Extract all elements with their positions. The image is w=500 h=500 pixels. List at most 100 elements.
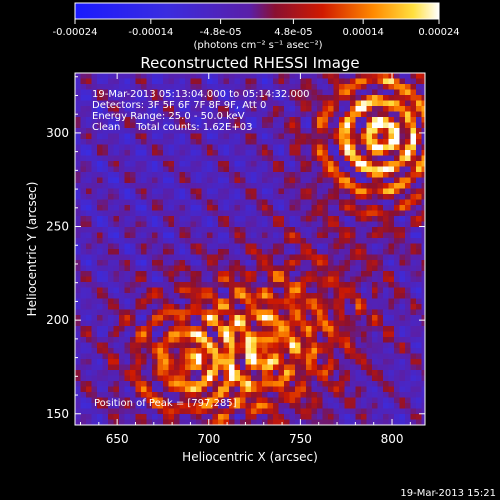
heatmap-cell — [245, 243, 252, 250]
heatmap-cell — [174, 298, 181, 305]
heatmap-cell — [86, 183, 93, 190]
heatmap-cell — [284, 381, 291, 388]
heatmap-cell — [377, 95, 384, 102]
heatmap-cell — [267, 216, 274, 223]
heatmap-cell — [229, 95, 236, 102]
heatmap-cell — [361, 166, 368, 173]
heatmap-cell — [350, 359, 357, 366]
heatmap-cell — [416, 370, 423, 377]
heatmap-cell — [278, 221, 285, 228]
heatmap-cell — [196, 221, 203, 228]
heatmap-cell — [234, 392, 241, 399]
heatmap-cell — [410, 408, 417, 415]
heatmap-cell — [80, 144, 87, 151]
heatmap-cell — [405, 95, 412, 102]
heatmap-cell — [383, 122, 390, 129]
heatmap-cell — [372, 381, 379, 388]
heatmap-cell — [174, 315, 181, 322]
heatmap-cell — [146, 386, 153, 393]
heatmap-cell — [355, 122, 362, 129]
heatmap-cell — [108, 221, 115, 228]
heatmap-cell — [108, 199, 115, 206]
heatmap-cell — [383, 249, 390, 256]
heatmap-cell — [75, 337, 82, 344]
heatmap-cell — [300, 397, 307, 404]
heatmap-cell — [102, 84, 109, 91]
heatmap-cell — [229, 89, 236, 96]
heatmap-cell — [410, 348, 417, 355]
heatmap-cell — [394, 194, 401, 201]
heatmap-cell — [306, 199, 313, 206]
heatmap-cell — [168, 238, 175, 245]
heatmap-cell — [328, 342, 335, 349]
heatmap-cell — [295, 177, 302, 184]
heatmap-cell — [223, 392, 230, 399]
heatmap-cell — [113, 381, 120, 388]
heatmap-cell — [245, 227, 252, 234]
heatmap-cell — [91, 111, 98, 118]
heatmap-cell — [256, 337, 263, 344]
heatmap-cell — [300, 254, 307, 261]
heatmap-cell — [306, 309, 313, 316]
heatmap-cell — [135, 188, 142, 195]
heatmap-cell — [350, 183, 357, 190]
heatmap-cell — [306, 282, 313, 289]
heatmap-cell — [377, 73, 384, 80]
heatmap-cell — [223, 271, 230, 278]
heatmap-cell — [289, 348, 296, 355]
heatmap-cell — [240, 172, 247, 179]
heatmap-cell — [190, 375, 197, 382]
heatmap-cell — [168, 188, 175, 195]
heatmap-cell — [410, 232, 417, 239]
heatmap-cell — [361, 73, 368, 80]
heatmap-cell — [201, 194, 208, 201]
heatmap-cell — [317, 205, 324, 212]
heatmap-cell — [377, 194, 384, 201]
heatmap-cell — [399, 260, 406, 267]
heatmap-cell — [179, 403, 186, 410]
heatmap-cell — [130, 216, 137, 223]
heatmap-cell — [399, 243, 406, 250]
heatmap-cell — [113, 133, 120, 140]
heatmap-cell — [366, 166, 373, 173]
heatmap-cell — [223, 348, 230, 355]
heatmap-cell — [377, 392, 384, 399]
heatmap-cell — [372, 155, 379, 162]
heatmap-cell — [245, 298, 252, 305]
heatmap-cell — [394, 117, 401, 124]
heatmap-cell — [328, 271, 335, 278]
heatmap-cell — [273, 403, 280, 410]
heatmap-cell — [344, 95, 351, 102]
heatmap-cell — [86, 370, 93, 377]
heatmap-cell — [388, 188, 395, 195]
heatmap-cell — [201, 342, 208, 349]
heatmap-cell — [273, 194, 280, 201]
heatmap-cell — [152, 419, 159, 425]
heatmap-cell — [212, 298, 219, 305]
heatmap-cell — [333, 144, 340, 151]
heatmap-cell — [377, 128, 384, 135]
heatmap-cell — [201, 177, 208, 184]
heatmap-cell — [135, 232, 142, 239]
heatmap-cell — [223, 342, 230, 349]
heatmap-cell — [366, 414, 373, 421]
heatmap-cell — [311, 304, 318, 311]
heatmap-cell — [108, 359, 115, 366]
heatmap-cell — [196, 271, 203, 278]
heatmap-cell — [141, 155, 148, 162]
heatmap-cell — [141, 408, 148, 415]
heatmap-cell — [421, 84, 425, 91]
heatmap-cell — [207, 276, 214, 283]
heatmap-cell — [317, 403, 324, 410]
heatmap-cell — [333, 337, 340, 344]
heatmap-cell — [372, 364, 379, 371]
heatmap-cell — [119, 111, 126, 118]
heatmap-cell — [416, 293, 423, 300]
heatmap-cell — [350, 249, 357, 256]
heatmap-cell — [174, 199, 181, 206]
heatmap-cell — [416, 161, 423, 168]
heatmap-cell — [394, 111, 401, 118]
heatmap-cell — [245, 144, 252, 151]
heatmap-cell — [168, 408, 175, 415]
heatmap-cell — [91, 397, 98, 404]
